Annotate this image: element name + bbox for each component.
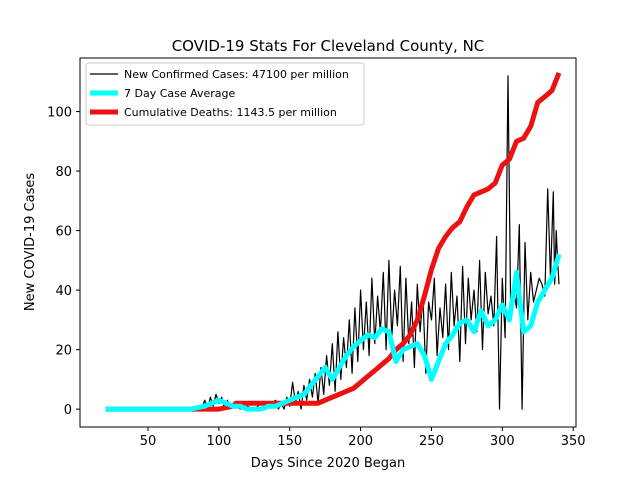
- legend: New Confirmed Cases: 47100 per million 7 …: [85, 62, 365, 126]
- legend-label: Cumulative Deaths: 1143.5 per million: [124, 106, 337, 119]
- x-axis: 50 100 150 200 250 300 350: [140, 427, 586, 449]
- x-tick-label: 150: [277, 434, 302, 449]
- y-axis: 0 20 40 60 80 100: [47, 106, 80, 418]
- y-tick-label: 40: [55, 284, 72, 299]
- x-axis-label: Days Since 2020 Began: [251, 456, 406, 471]
- y-tick-label: 100: [47, 106, 72, 121]
- y-tick-label: 0: [64, 403, 72, 418]
- x-tick-label: 250: [419, 434, 444, 449]
- plot-area: [105, 71, 562, 412]
- x-tick-label: 350: [561, 434, 586, 449]
- y-tick-label: 60: [55, 225, 72, 240]
- x-tick-label: 50: [140, 434, 157, 449]
- x-tick-label: 100: [206, 434, 231, 449]
- x-tick-label: 200: [348, 434, 373, 449]
- y-tick-label: 80: [55, 165, 72, 180]
- series-line-2: [105, 71, 562, 412]
- legend-label: New Confirmed Cases: 47100 per million: [124, 68, 349, 81]
- legend-label: 7 Day Case Average: [124, 87, 236, 100]
- x-tick-label: 300: [490, 434, 515, 449]
- legend-box: [85, 62, 365, 126]
- plot-frame: [79, 57, 577, 428]
- y-axis-label: New COVID-19 Cases: [23, 173, 38, 311]
- series-line-1: [105, 253, 562, 412]
- y-tick-label: 20: [55, 344, 72, 359]
- chart-title: COVID-19 Stats For Cleveland County, NC: [172, 37, 485, 55]
